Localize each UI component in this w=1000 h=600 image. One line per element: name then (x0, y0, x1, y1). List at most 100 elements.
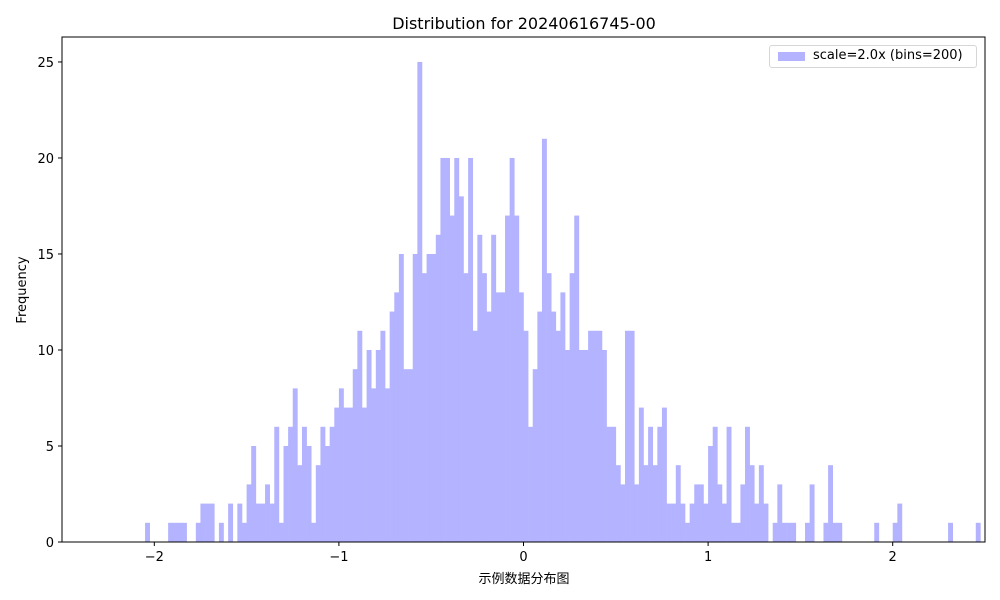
histogram-bar (509, 157, 515, 542)
histogram-bar (412, 253, 418, 543)
x-axis-ticks: −2 −1 0 1 2 (145, 542, 897, 565)
histogram-bar (472, 330, 478, 542)
histogram-bar (260, 503, 266, 542)
histogram-bar (694, 484, 700, 542)
histogram-bar (703, 503, 709, 542)
histogram-bar (897, 503, 903, 542)
histogram-bar (892, 522, 898, 542)
histogram-bar (652, 465, 658, 542)
histogram-bar (837, 522, 843, 542)
histogram-bar (375, 349, 381, 542)
histogram-bar (588, 330, 594, 542)
histogram-bar (209, 503, 215, 542)
histogram-bar (306, 445, 312, 542)
histogram-bar (541, 138, 547, 542)
histogram-bar (731, 522, 737, 542)
histogram-bar (551, 311, 557, 542)
histogram-bar (717, 484, 723, 542)
histogram-bar (601, 349, 607, 542)
histogram-bar (532, 369, 538, 542)
histogram-bar (805, 522, 810, 542)
histogram-bar (403, 369, 409, 542)
histogram-bar (398, 253, 404, 543)
y-tick-label: 20 (37, 152, 54, 167)
histogram-bar (569, 273, 575, 542)
histogram-bar (680, 503, 686, 542)
histogram-bar (311, 522, 317, 542)
histogram-bar (657, 426, 663, 542)
histogram-bar (781, 522, 787, 542)
histogram-bar (578, 349, 584, 542)
legend-swatch (778, 52, 805, 61)
histogram-bar (269, 503, 275, 542)
histogram-bar (874, 522, 880, 542)
histogram-bar (228, 503, 234, 542)
histogram-bar (643, 465, 649, 542)
histogram-bars (145, 61, 981, 543)
histogram-bar (292, 388, 298, 542)
histogram-bar (708, 445, 714, 542)
histogram-bar (791, 522, 797, 542)
histogram-bar (380, 330, 386, 542)
histogram-bar (361, 407, 367, 542)
histogram-bar (172, 522, 178, 542)
histogram-bar (597, 330, 603, 542)
histogram-bar (606, 426, 612, 542)
histogram-bar (754, 503, 760, 542)
histogram-bar (181, 522, 187, 542)
histogram-bar (698, 484, 704, 542)
histogram-bar (574, 215, 580, 542)
histogram-bar (772, 522, 778, 542)
histogram-bar (486, 311, 492, 542)
histogram-bar (421, 273, 427, 542)
histogram-bar (828, 465, 833, 542)
histogram-bar (366, 349, 372, 542)
histogram-bar (477, 234, 483, 542)
x-tick-label: 1 (704, 550, 712, 565)
histogram-bar (661, 407, 667, 542)
histogram-bar (426, 253, 432, 543)
histogram-bar (255, 503, 261, 542)
histogram-bar (555, 330, 561, 542)
histogram-bar (449, 215, 455, 542)
histogram-bar (468, 157, 474, 542)
histogram-bar (689, 503, 695, 542)
histogram-bar (675, 465, 681, 542)
y-axis-label: Frequency (15, 256, 30, 323)
histogram-bar (777, 484, 783, 542)
legend: scale=2.0x (bins=200) (769, 45, 977, 68)
histogram-bar (283, 445, 289, 542)
histogram-bar (288, 426, 294, 542)
histogram-bar (721, 503, 727, 542)
histogram-bar (334, 407, 340, 542)
y-tick-label: 25 (37, 56, 54, 71)
histogram-bar (408, 369, 414, 542)
histogram-bar (583, 349, 589, 542)
histogram-bar (205, 503, 210, 542)
histogram-bar (177, 522, 183, 542)
y-tick-label: 5 (46, 440, 54, 455)
histogram-bar (168, 522, 174, 542)
histogram-bar (823, 522, 829, 542)
histogram-bar (241, 522, 247, 542)
histogram-bar (712, 426, 718, 542)
histogram-bar (537, 311, 543, 542)
histogram-bar (251, 445, 257, 542)
histogram-bar (505, 215, 510, 542)
y-tick-label: 10 (37, 344, 54, 359)
histogram-bar (560, 292, 566, 542)
histogram-bar (385, 388, 390, 542)
histogram-bar (394, 292, 400, 542)
histogram-bar (740, 484, 746, 542)
y-axis-ticks: 0 5 10 15 20 25 (37, 56, 62, 551)
histogram-bar (320, 426, 326, 542)
histogram-bar (371, 388, 377, 542)
x-axis-label: 示例数据分布图 (478, 572, 569, 587)
histogram-bar (666, 503, 672, 542)
histogram-bar (634, 484, 640, 542)
histogram-bar (325, 445, 330, 542)
histogram-bar (445, 157, 450, 542)
histogram-bar (638, 407, 644, 542)
histogram-bar (417, 61, 423, 543)
